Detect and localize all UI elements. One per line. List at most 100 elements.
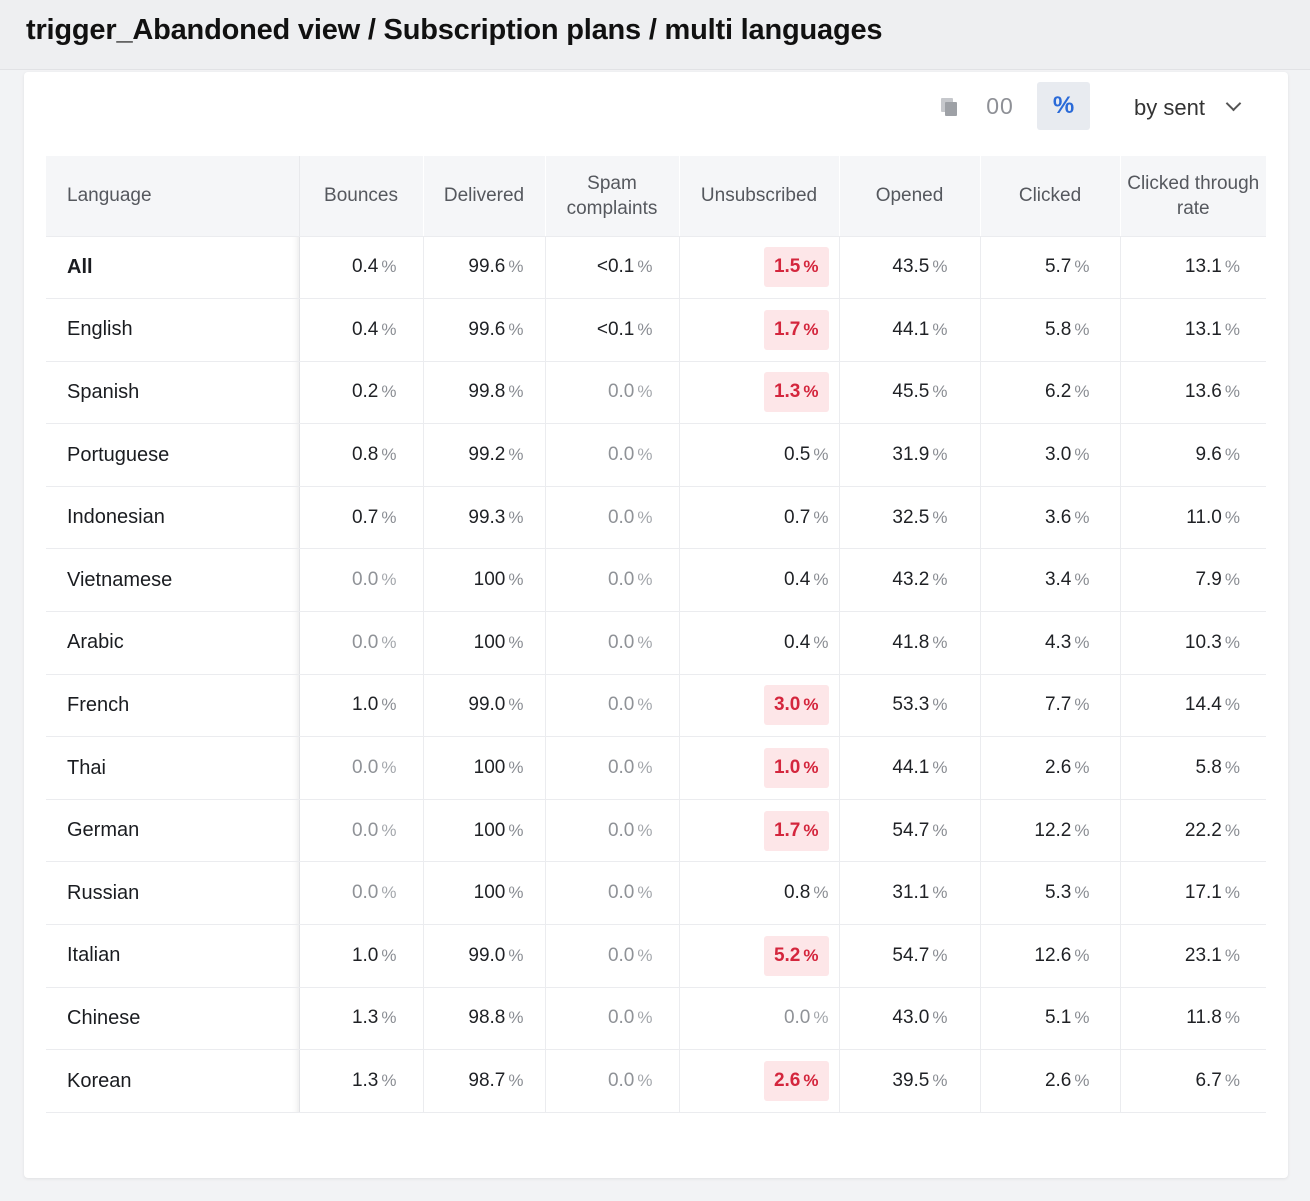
value-number: 31.9: [892, 444, 930, 466]
value-unit: %: [1074, 570, 1090, 590]
metric-value: 0.0%: [352, 882, 397, 904]
percent-values-button[interactable]: %: [1037, 82, 1090, 130]
value-unit: %: [381, 945, 397, 965]
value-number: 0.0: [607, 444, 635, 466]
table-row: Chinese 1.3% 98.8% 0.0% 0.0% 43.0% 5.1% 11.8%: [46, 987, 1266, 1051]
absolute-values-button[interactable]: 00: [986, 93, 1014, 119]
column-header-ctr[interactable]: Clicked through rate: [1120, 156, 1266, 237]
unsub-cell: 2.6%: [679, 1049, 840, 1113]
metric-value: 9.6%: [1195, 444, 1240, 466]
language-cell: German: [46, 799, 300, 863]
delivered-cell: 98.7%: [423, 1049, 546, 1113]
metric-value: <0.1%: [597, 256, 653, 278]
value-number: 1.0: [351, 944, 379, 966]
value-number: 5.2: [773, 944, 801, 966]
language-cell: Indonesian: [46, 486, 300, 550]
table-row: Portuguese 0.8% 99.2% 0.0% 0.5% 31.9% 3.0% 9.6%: [46, 423, 1266, 487]
spam-cell: <0.1%: [545, 236, 680, 300]
metric-value: 31.9%: [892, 444, 947, 466]
value-unit: %: [932, 382, 948, 402]
value-unit: %: [1074, 445, 1090, 465]
value-number: 13.6: [1184, 381, 1222, 403]
column-header-spam[interactable]: Spam complaints: [545, 156, 680, 237]
column-header-opened[interactable]: Opened: [839, 156, 981, 237]
value-number: 5.1: [1044, 1007, 1072, 1029]
ctr-cell: 13.1%: [1120, 236, 1266, 300]
metric-value: 0.2%: [352, 381, 397, 403]
value-unit: %: [1224, 945, 1240, 965]
metric-value: 99.6%: [468, 256, 523, 278]
sort-dropdown[interactable]: by sent: [1124, 82, 1264, 130]
clicked-cell: 3.0%: [980, 423, 1121, 487]
value-unit: %: [1074, 945, 1090, 965]
copy-icon[interactable]: [936, 96, 966, 120]
spam-cell: 0.0%: [545, 924, 680, 988]
value-unit: %: [1074, 1071, 1090, 1091]
value-number: 0.4: [351, 256, 379, 278]
metric-value: 3.6%: [1045, 507, 1090, 529]
top-bar: trigger_Abandoned view / Subscription pl…: [0, 0, 1310, 70]
metric-value: 0.0%: [608, 1007, 653, 1029]
value-number: 7.7: [1044, 694, 1072, 716]
metric-value: 7.9%: [1195, 569, 1240, 591]
value-number: 0.0: [607, 1070, 635, 1092]
opened-cell: 54.7%: [839, 924, 981, 988]
clicked-cell: 12.6%: [980, 924, 1121, 988]
value-unit: %: [381, 758, 397, 778]
ctr-cell: 17.1%: [1120, 861, 1266, 926]
value-unit: %: [637, 319, 653, 339]
value-number: 99.0: [468, 694, 506, 716]
metric-value: 12.6%: [1034, 945, 1089, 967]
metric-value: 44.1%: [892, 757, 947, 779]
unsub-cell: 3.0%: [679, 674, 840, 738]
bounces-cell: 0.8%: [299, 423, 424, 487]
value-unit: %: [381, 883, 397, 903]
metric-value: 0.0%: [784, 1007, 829, 1029]
column-header-language[interactable]: Language: [46, 156, 300, 237]
value-number: 100: [473, 882, 506, 904]
table-row: Arabic 0.0% 100% 0.0% 0.4% 41.8% 4.3% 10.3%: [46, 611, 1266, 675]
column-header-clicked[interactable]: Clicked: [980, 156, 1121, 237]
column-header-unsub[interactable]: Unsubscribed: [679, 156, 840, 237]
metric-value: 99.6%: [468, 319, 523, 341]
metric-value: 5.3%: [1045, 882, 1090, 904]
column-header-delivered[interactable]: Delivered: [423, 156, 546, 237]
column-header-bounces[interactable]: Bounces: [299, 156, 424, 237]
bounces-cell: 0.4%: [299, 298, 424, 362]
value-unit: %: [637, 632, 653, 652]
table-row: Korean 1.3% 98.7% 0.0% 2.6% 39.5% 2.6% 6.7%: [46, 1049, 1266, 1113]
language-cell: Spanish: [46, 361, 300, 425]
value-number: 3.6: [1044, 506, 1072, 528]
bounces-cell: 1.0%: [299, 924, 424, 988]
bounces-cell: 0.0%: [299, 548, 424, 613]
metric-value: 6.7%: [1195, 1070, 1240, 1092]
metric-value: 43.2%: [892, 569, 947, 591]
spam-cell: 0.0%: [545, 861, 680, 926]
value-number: 3.0: [1044, 444, 1072, 466]
metric-value: 39.5%: [892, 1070, 947, 1092]
spam-cell: 0.0%: [545, 361, 680, 425]
value-unit: %: [1224, 1008, 1240, 1028]
value-number: 1.3: [351, 1007, 379, 1029]
value-unit: %: [813, 507, 829, 527]
unsub-cell: 1.7%: [679, 799, 840, 863]
value-number: 0.8: [783, 882, 811, 904]
opened-cell: 43.5%: [839, 236, 981, 300]
opened-cell: 31.1%: [839, 861, 981, 926]
unsub-cell: 1.3%: [679, 361, 840, 425]
value-unit: %: [813, 570, 829, 590]
table-row: Indonesian 0.7% 99.3% 0.0% 0.7% 32.5% 3.6% 11.0…: [46, 486, 1266, 550]
value-unit: %: [932, 319, 948, 339]
value-number: 9.6: [1195, 444, 1222, 466]
metric-value: 3.0%: [1045, 444, 1090, 466]
value-unit: %: [637, 507, 653, 527]
value-unit: %: [813, 1008, 829, 1028]
metric-value: 11.0%: [1186, 507, 1240, 529]
value-unit: %: [637, 1008, 653, 1028]
value-number: 32.5: [892, 506, 930, 528]
value-unit: %: [637, 570, 653, 590]
value-unit: %: [1224, 570, 1240, 590]
value-unit: %: [1224, 507, 1240, 527]
table-row: German 0.0% 100% 0.0% 1.7% 54.7% 12.2% 22.2%: [46, 799, 1266, 863]
value-unit: %: [932, 945, 948, 965]
